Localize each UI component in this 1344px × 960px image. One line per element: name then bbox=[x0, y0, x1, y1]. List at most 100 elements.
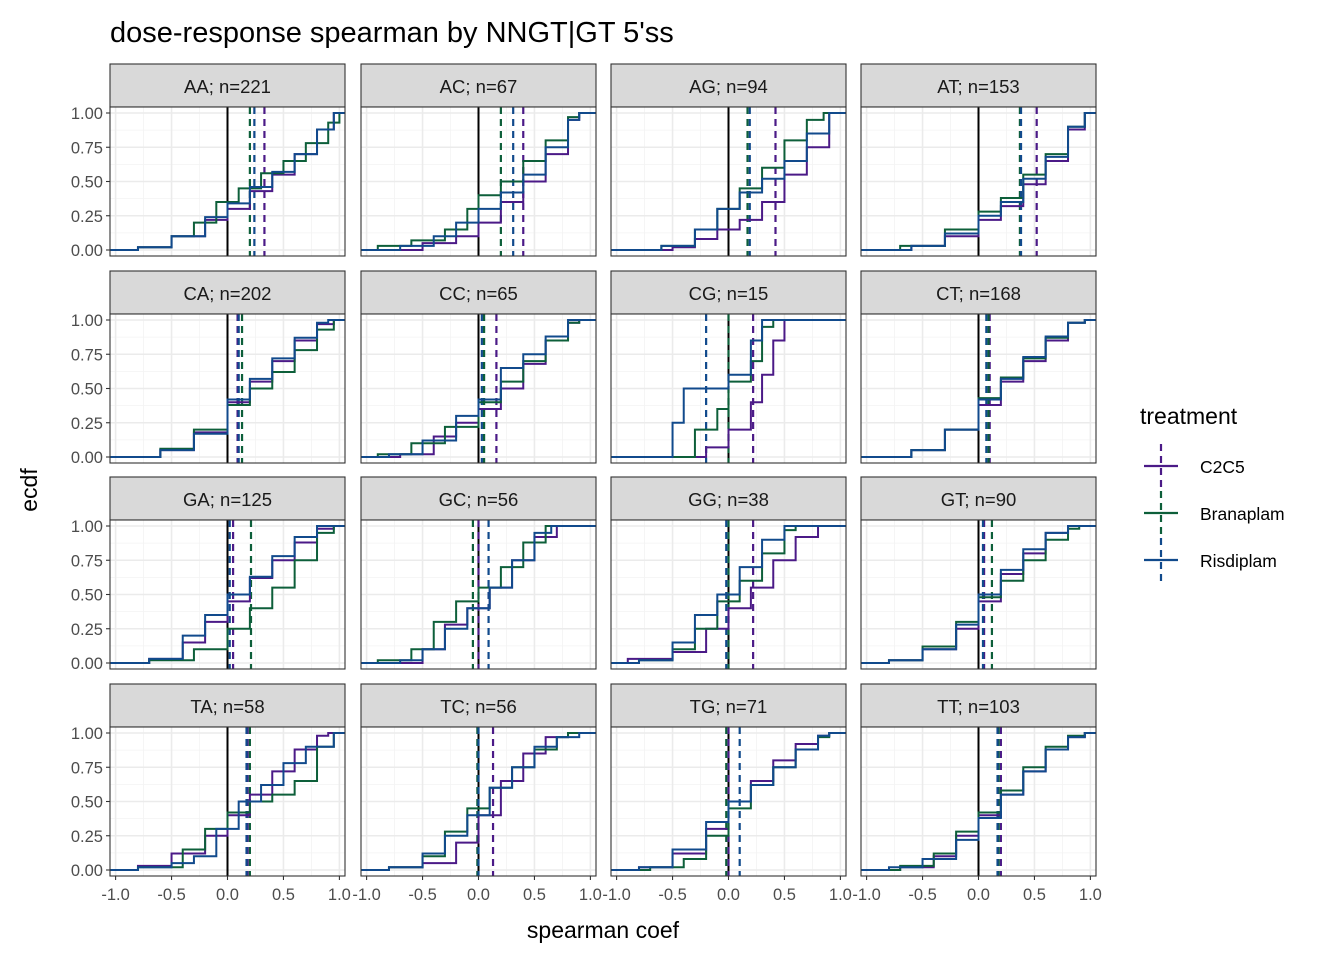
legend-item-branaplam: Branaplam bbox=[1144, 491, 1285, 535]
y-tick-label: 0.50 bbox=[71, 587, 103, 605]
y-tick-label: 1.00 bbox=[71, 725, 103, 743]
ecdf-line-risdiplam bbox=[110, 732, 345, 871]
facet-label: CG; n=15 bbox=[689, 283, 769, 304]
x-tick-label: 1.0 bbox=[579, 886, 602, 904]
y-tick-label: 0.50 bbox=[71, 794, 103, 812]
x-tick-label: -1.0 bbox=[352, 886, 380, 904]
x-tick-label: -0.5 bbox=[908, 886, 936, 904]
y-axis-title: ecdf bbox=[16, 468, 42, 512]
facet-label: GC; n=56 bbox=[439, 489, 519, 510]
legend-item-risdiplam: Risdiplam bbox=[1144, 538, 1277, 582]
panel-border bbox=[860, 106, 1097, 257]
x-tick-label: 0.0 bbox=[467, 886, 490, 904]
y-tick-label: 1.00 bbox=[71, 518, 103, 536]
facet-label: TG; n=71 bbox=[690, 696, 768, 717]
y-tick-label: 0.75 bbox=[71, 759, 103, 777]
chart-title: dose-response spearman by NNGT|GT 5'ss bbox=[110, 17, 674, 49]
x-tick-label: 0.5 bbox=[1023, 886, 1046, 904]
y-tick-label: 1.00 bbox=[71, 312, 103, 330]
panel-border bbox=[360, 519, 597, 670]
panel-border bbox=[360, 313, 597, 464]
ecdf-line-risdiplam bbox=[861, 112, 1096, 251]
facet-label: TT; n=103 bbox=[937, 696, 1020, 717]
panel-border bbox=[610, 313, 847, 464]
facet-panel: CG; n=15 bbox=[610, 270, 847, 464]
facet-label: GG; n=38 bbox=[688, 489, 769, 510]
panel-border bbox=[610, 519, 847, 670]
ecdf-line-risdiplam bbox=[861, 319, 1096, 458]
x-axis-title: spearman coef bbox=[527, 917, 680, 943]
facet-strip bbox=[360, 270, 597, 315]
y-tick-label: 0.75 bbox=[71, 346, 103, 364]
facet-strip bbox=[109, 683, 346, 728]
facet-label: TC; n=56 bbox=[440, 696, 517, 717]
ecdf-line-branaplam bbox=[361, 525, 596, 664]
ecdf-line-risdiplam bbox=[110, 319, 345, 458]
facet-panel: CC; n=65 bbox=[360, 270, 597, 464]
ecdf-line-risdiplam bbox=[110, 112, 345, 251]
panel-border bbox=[360, 106, 597, 257]
y-tick-label: 0.00 bbox=[71, 862, 103, 880]
y-tick-label: 0.75 bbox=[71, 552, 103, 570]
facet-strip bbox=[610, 476, 847, 521]
facet-label: CA; n=202 bbox=[184, 283, 272, 304]
x-tick-label: 1.0 bbox=[328, 886, 351, 904]
x-tick-label: -1.0 bbox=[602, 886, 630, 904]
facet-panel: TT; n=103 -1.0 -0.5 0.0 0.5 1.0 bbox=[852, 683, 1102, 904]
facet-label: GT; n=90 bbox=[941, 489, 1017, 510]
x-tick-label: -1.0 bbox=[852, 886, 880, 904]
legend-label: C2C5 bbox=[1200, 457, 1245, 477]
legend-item-c2c5: C2C5 bbox=[1144, 444, 1245, 488]
ecdf-line-c2c5 bbox=[611, 319, 846, 458]
ecdf-line-risdiplam bbox=[611, 112, 846, 251]
facet-label: AC; n=67 bbox=[440, 76, 518, 97]
ecdf-line-risdiplam bbox=[861, 732, 1096, 871]
facet-panel: CT; n=168 bbox=[860, 270, 1097, 464]
x-tick-label: 1.0 bbox=[1079, 886, 1102, 904]
x-tick-label: 0.0 bbox=[967, 886, 990, 904]
facet-strip bbox=[610, 270, 847, 315]
ecdf-line-risdiplam bbox=[361, 525, 596, 664]
x-tick-label: 0.0 bbox=[717, 886, 740, 904]
facet-strip bbox=[109, 476, 346, 521]
facet-label: CC; n=65 bbox=[439, 283, 518, 304]
y-tick-label: 0.00 bbox=[71, 242, 103, 260]
x-tick-label: 0.5 bbox=[773, 886, 796, 904]
ecdf-line-risdiplam bbox=[361, 112, 596, 251]
facet-label: AA; n=221 bbox=[184, 76, 271, 97]
y-tick-label: 1.00 bbox=[71, 105, 103, 123]
y-tick-label: 0.25 bbox=[71, 621, 103, 639]
y-tick-label: 0.00 bbox=[71, 655, 103, 673]
ecdf-line-c2c5 bbox=[110, 732, 345, 871]
facet-strip bbox=[109, 63, 346, 108]
facet-strip bbox=[610, 63, 847, 108]
facet-label: AT; n=153 bbox=[937, 76, 1019, 97]
ecdf-line-risdiplam bbox=[361, 319, 596, 458]
ecdf-line-risdiplam bbox=[611, 319, 846, 458]
y-tick-label: 0.50 bbox=[71, 174, 103, 192]
x-tick-label: 0.5 bbox=[523, 886, 546, 904]
legend-label: Risdiplam bbox=[1200, 551, 1277, 571]
y-tick-label: 0.25 bbox=[71, 828, 103, 846]
y-tick-label: 0.25 bbox=[71, 208, 103, 226]
legend-title: treatment bbox=[1140, 403, 1238, 429]
facet-panel: AA; n=221 0.00 0.25 0.50 0.75 1.00 bbox=[71, 63, 346, 260]
ecdf-line-risdiplam bbox=[611, 732, 846, 871]
facet-panel: GC; n=56 bbox=[360, 476, 597, 670]
ecdf-line-c2c5 bbox=[611, 525, 846, 664]
y-tick-label: 0.25 bbox=[71, 415, 103, 433]
facet-panel: TG; n=71 -1.0 -0.5 0.0 0.5 1.0 bbox=[602, 683, 852, 904]
x-tick-label: 0.5 bbox=[272, 886, 295, 904]
ecdf-line-risdiplam bbox=[861, 525, 1096, 664]
x-tick-label: -0.5 bbox=[157, 886, 185, 904]
facet-panel: TA; n=58 0.00 0.25 0.50 0.75 1.00 -1.0 -0.5 0.0 0… bbox=[71, 683, 351, 904]
facet-panel: GT; n=90 bbox=[860, 476, 1097, 670]
x-tick-label: 1.0 bbox=[829, 886, 852, 904]
facet-strip bbox=[860, 63, 1097, 108]
ecdf-line-risdiplam bbox=[110, 525, 345, 664]
y-tick-label: 0.50 bbox=[71, 381, 103, 399]
facet-strip bbox=[360, 683, 597, 728]
x-tick-label: 0.0 bbox=[216, 886, 239, 904]
facet-label: TA; n=58 bbox=[190, 696, 264, 717]
y-tick-label: 0.00 bbox=[71, 449, 103, 467]
